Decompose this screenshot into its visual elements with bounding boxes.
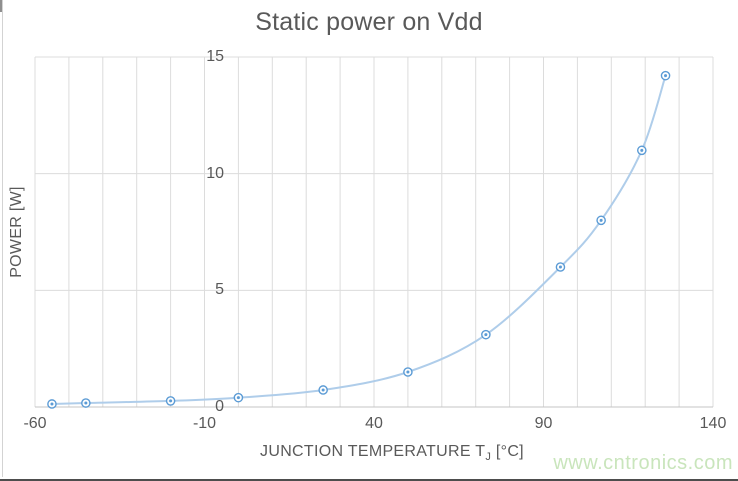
frame-left-border bbox=[2, 0, 3, 477]
data-point-marker-center bbox=[321, 388, 325, 392]
x-tick-label: -10 bbox=[192, 415, 217, 432]
x-tick-label: 140 bbox=[699, 415, 727, 432]
y-tick-label: 0 bbox=[215, 398, 224, 415]
data-point-marker-center bbox=[640, 148, 644, 152]
data-point-marker-center bbox=[558, 265, 562, 269]
data-point-marker-center bbox=[664, 74, 668, 78]
x-axis-title-text: JUNCTION TEMPERATURE T bbox=[260, 443, 486, 460]
x-axis-title-unit: [°C] bbox=[491, 443, 524, 460]
data-point-marker-center bbox=[599, 218, 603, 222]
x-tick-label: -60 bbox=[23, 415, 47, 432]
x-tick-label: 90 bbox=[534, 415, 553, 432]
y-tick-label: 5 bbox=[215, 281, 224, 299]
x-tick-label: 40 bbox=[365, 415, 383, 432]
frame-corner-mark bbox=[0, 0, 2, 12]
x-axis-title: JUNCTION TEMPERATURE TJ [°C] bbox=[0, 443, 738, 463]
watermark: www.cntronics.com bbox=[553, 452, 733, 474]
chart-title: Static power on Vdd bbox=[255, 8, 483, 36]
y-tick-label: 15 bbox=[206, 48, 224, 65]
x-axis-title-subscript: J bbox=[485, 451, 492, 464]
y-tick-label: 10 bbox=[206, 164, 224, 182]
y-axis-title: POWER [W] bbox=[8, 186, 25, 278]
data-point-marker-center bbox=[406, 370, 410, 374]
frame-bottom-bar bbox=[0, 479, 738, 481]
data-series-line bbox=[51, 75, 667, 405]
data-point-marker-center bbox=[236, 396, 240, 400]
data-point-marker-center bbox=[169, 399, 173, 403]
data-point-marker-center bbox=[484, 333, 488, 337]
data-point-marker-center bbox=[50, 402, 54, 406]
data-point-marker-center bbox=[84, 401, 88, 405]
